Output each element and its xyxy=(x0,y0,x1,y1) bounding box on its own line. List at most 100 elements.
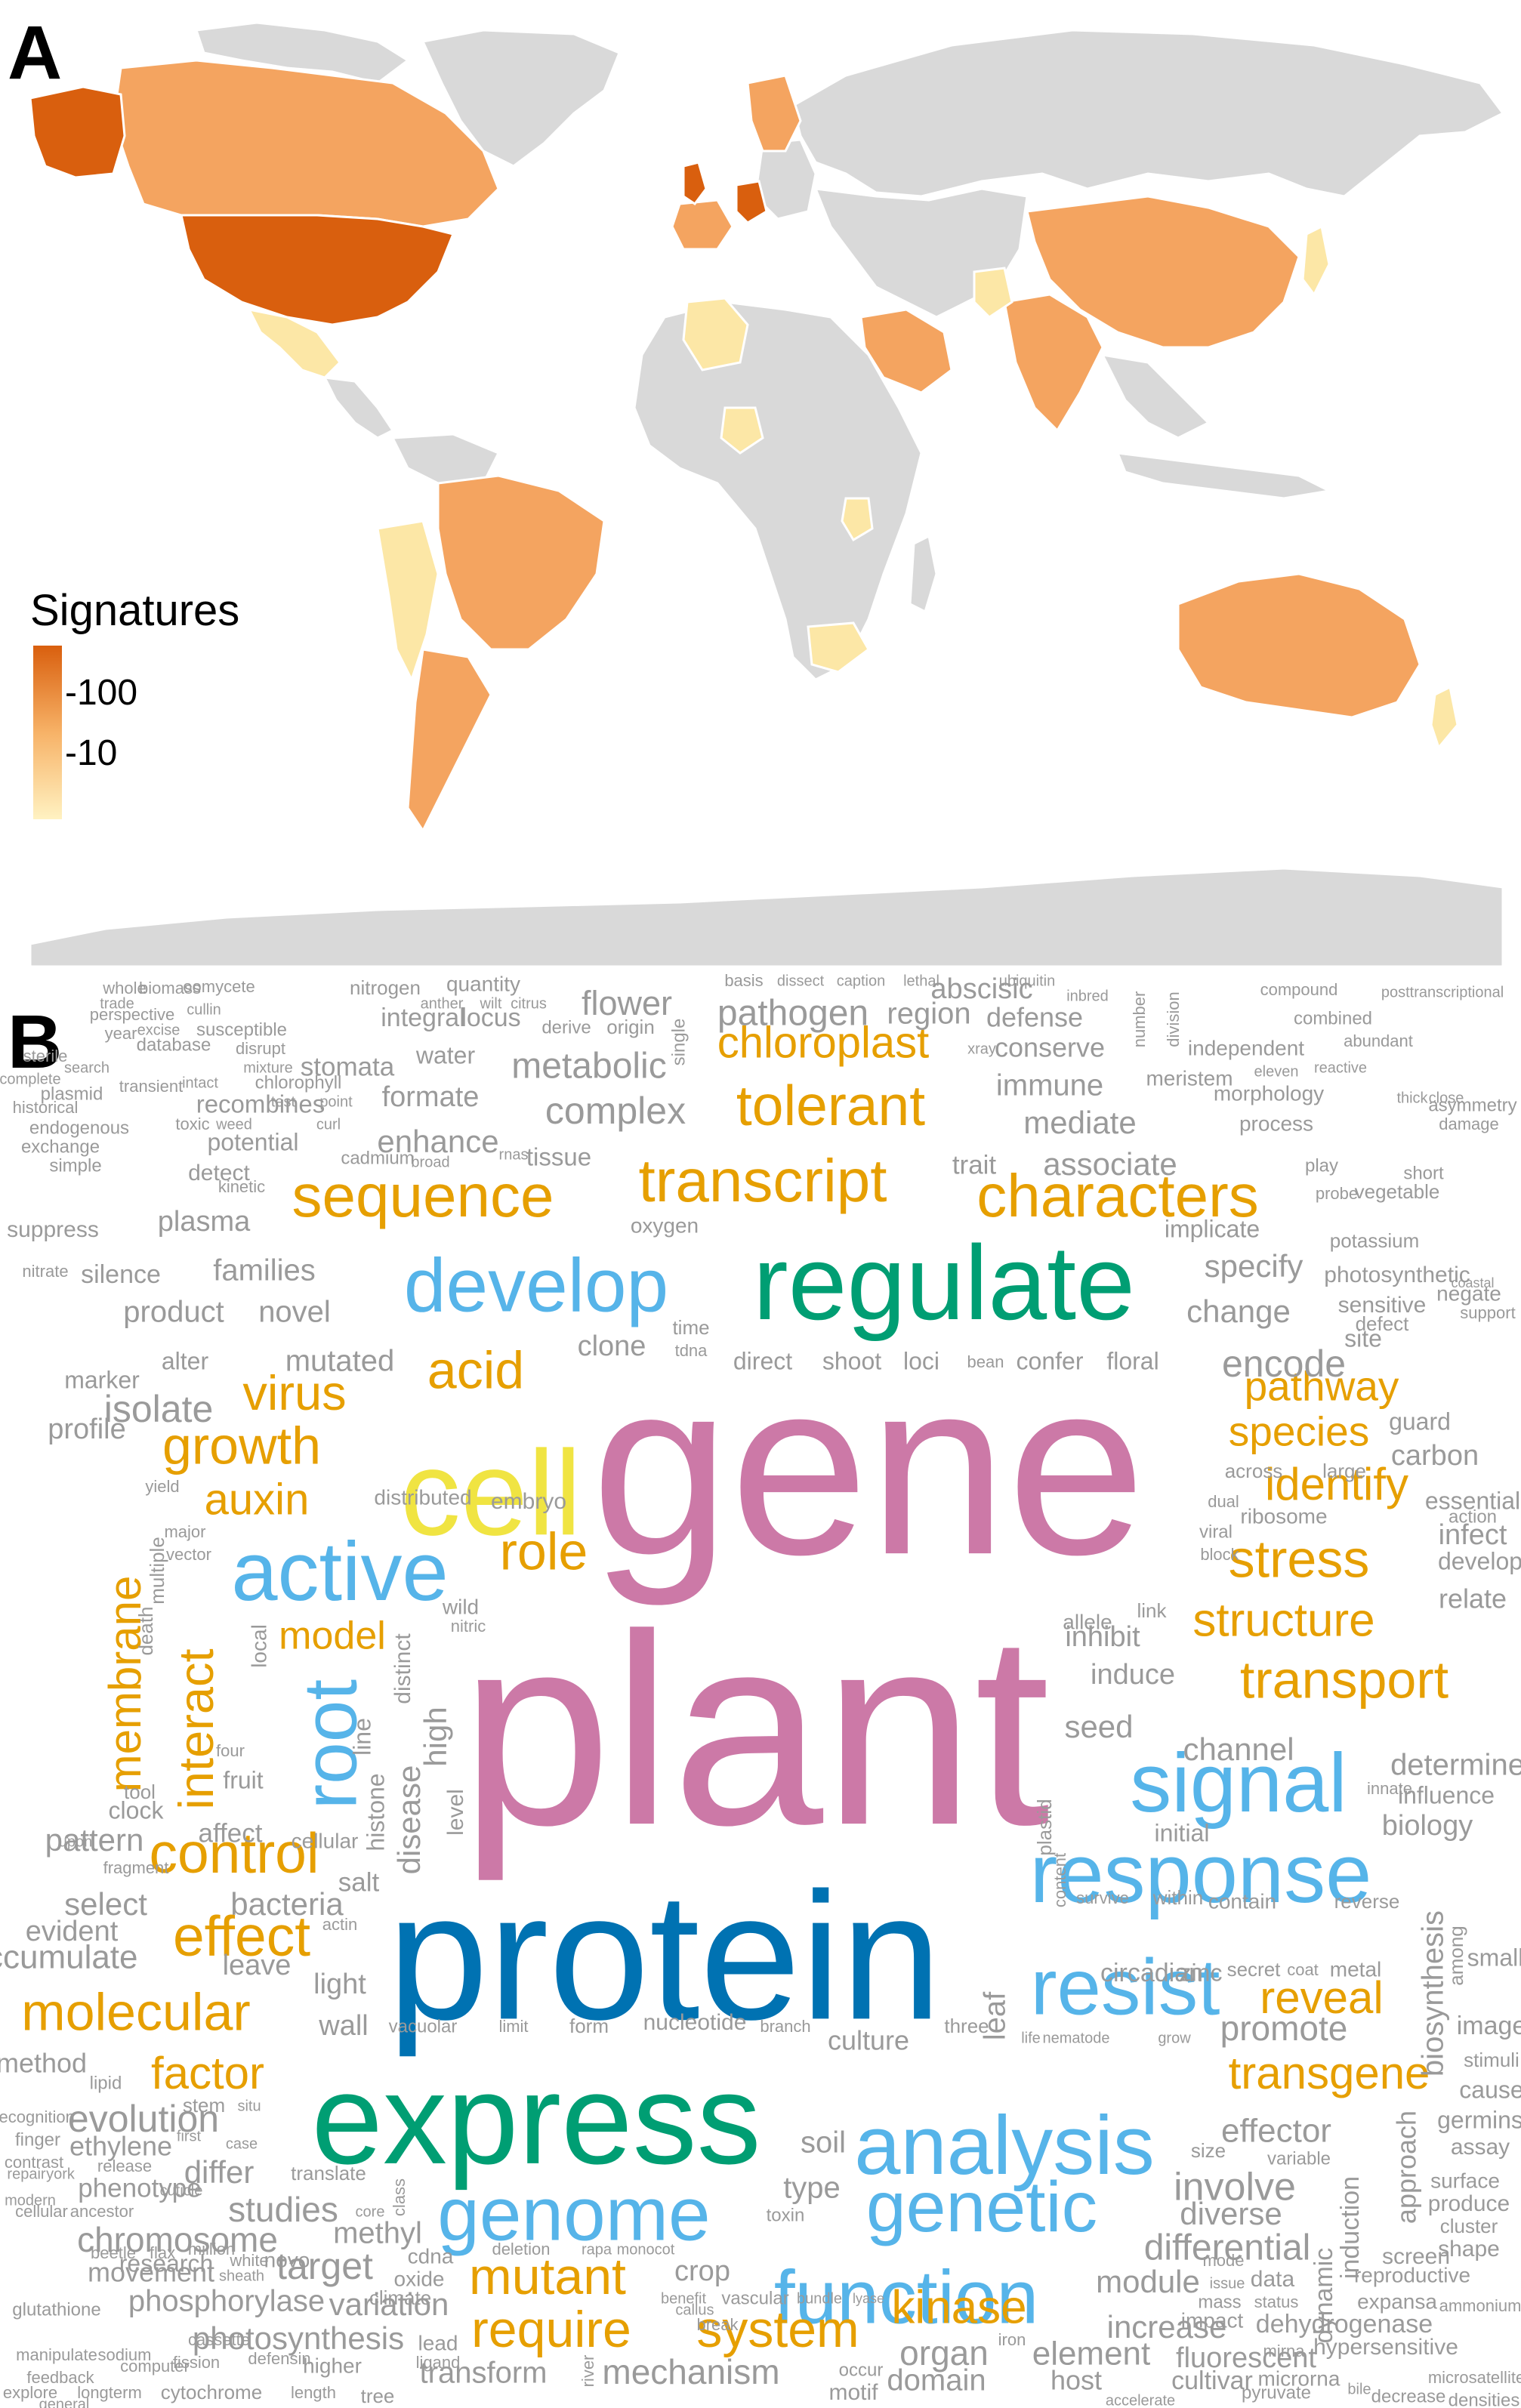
word-transient: transient xyxy=(119,1077,183,1096)
word-lead: lead xyxy=(418,2331,458,2354)
word-action: action xyxy=(1448,1506,1497,1527)
word-contain: contain xyxy=(1208,1889,1276,1913)
word-microsatellite: microsatellite xyxy=(1428,2368,1521,2387)
word-analysis: analysis xyxy=(854,2099,1154,2192)
word-evolution: evolution xyxy=(68,2098,219,2140)
word-cadmium: cadmium xyxy=(341,1148,414,1168)
word-intact: intact xyxy=(182,1075,218,1091)
word-mediate: mediate xyxy=(1023,1105,1136,1140)
word-biology: biology xyxy=(1382,1810,1473,1842)
word-potential: potential xyxy=(208,1128,299,1155)
word-module: module xyxy=(1096,2264,1200,2299)
word-control: control xyxy=(149,1821,319,1885)
word-transcript: transcript xyxy=(639,1147,887,1214)
word-search: search xyxy=(64,1059,110,1076)
word-detect: detect xyxy=(188,1161,250,1186)
word-differential: differential xyxy=(1144,2228,1311,2268)
word-morphology: morphology xyxy=(1214,1081,1324,1105)
word-direct: direct xyxy=(733,1347,792,1374)
word-multiple: multiple xyxy=(146,1537,168,1605)
word-diverse: diverse xyxy=(1180,2196,1282,2231)
word-circadian: circadian xyxy=(1100,1959,1203,1987)
word-confer: confer xyxy=(1017,1347,1084,1374)
word-nucleotide: nucleotide xyxy=(643,2010,747,2035)
country-france xyxy=(671,199,734,251)
word-branch: branch xyxy=(760,2017,810,2036)
word-structure: structure xyxy=(1192,1594,1374,1646)
country-japan xyxy=(1301,224,1331,297)
word-accelerate: accelerate xyxy=(1106,2392,1175,2408)
word-defensin: defensin xyxy=(248,2349,310,2368)
word-kinetic: kinetic xyxy=(218,1177,265,1196)
word-differ: differ xyxy=(184,2154,255,2190)
word-factor: factor xyxy=(151,2048,264,2098)
word-cdna: cdna xyxy=(408,2244,454,2268)
word-bile: bile xyxy=(1347,2381,1371,2397)
word-sequence: sequence xyxy=(292,1162,554,1229)
word-alter: alter xyxy=(162,1347,209,1374)
word-tree: tree xyxy=(361,2385,395,2407)
word-promote: promote xyxy=(1220,2009,1348,2048)
word-tolerant: tolerant xyxy=(736,1074,925,1137)
word-variation: variation xyxy=(329,2286,449,2322)
word-virus: virus xyxy=(242,1365,346,1420)
word-upon: upon xyxy=(59,1833,93,1850)
word-oxide: oxide xyxy=(394,2267,445,2290)
word-flower: flower xyxy=(582,984,672,1022)
word-floral: floral xyxy=(1106,1347,1158,1374)
word-weed: weed xyxy=(215,1116,252,1133)
word-chloroplast: chloroplast xyxy=(717,1018,929,1067)
word-biomass: biomass xyxy=(139,979,201,997)
word-tissue: tissue xyxy=(526,1143,591,1171)
word-plastid: plastid xyxy=(1033,1799,1056,1855)
panel-a-label: A xyxy=(8,11,63,95)
word-carbon: carbon xyxy=(1391,1440,1479,1472)
word-shape: shape xyxy=(1438,2237,1500,2262)
word-transgene: transgene xyxy=(1229,2048,1430,2098)
word-time: time xyxy=(672,1316,709,1339)
word-line: line xyxy=(348,1718,375,1756)
word-glutathione: glutathione xyxy=(12,2299,100,2320)
word-survive: survive xyxy=(1076,1888,1129,1907)
word-transform: transform xyxy=(420,2357,548,2390)
word-lyase: lyase xyxy=(853,2291,884,2306)
word-sterile: sterile xyxy=(23,1047,68,1065)
word-compound: compound xyxy=(1260,980,1338,999)
word-issue: issue xyxy=(1210,2275,1245,2292)
word-immune: immune xyxy=(996,1069,1103,1102)
word-flax: flax xyxy=(150,2243,175,2262)
word-signal: signal xyxy=(1130,1737,1347,1830)
word-potassium: potassium xyxy=(1330,1229,1420,1252)
word-beetle: beetle xyxy=(91,2243,136,2262)
word-select: select xyxy=(64,1886,147,1922)
country-algeria xyxy=(682,297,749,372)
word-large: large xyxy=(1322,1460,1366,1482)
word-require: require xyxy=(471,2301,631,2358)
word-callus: callus xyxy=(675,2302,714,2318)
word-light: light xyxy=(313,1969,366,2000)
word-abscisic: abscisic xyxy=(930,974,1032,1005)
word-accumulate: accumulate xyxy=(0,1939,138,1976)
word-repair: repair xyxy=(7,2166,45,2182)
word-endogenous: endogenous xyxy=(29,1118,129,1138)
word-culture: culture xyxy=(828,2025,909,2056)
region-northern-south-america xyxy=(390,433,501,485)
word-yield: yield xyxy=(145,1477,179,1496)
word-level: level xyxy=(443,1789,468,1836)
country-tanzania xyxy=(841,497,874,542)
word-phosphorylase: phosphorylase xyxy=(128,2285,325,2318)
word-distributed: distributed xyxy=(374,1485,471,1509)
word-densities: densities xyxy=(1448,2390,1520,2408)
word-metal: metal xyxy=(1330,1957,1381,1981)
word-motif: motif xyxy=(828,2380,878,2405)
word-change: change xyxy=(1186,1293,1291,1329)
word-reproductive: reproductive xyxy=(1354,2263,1470,2286)
word-cellular: cellular xyxy=(292,1829,359,1852)
word-chlorophyll: chlorophyll xyxy=(255,1072,342,1093)
word-excise: excise xyxy=(137,1022,180,1038)
word-ammonium: ammonium xyxy=(1439,2296,1521,2315)
word-viral: viral xyxy=(1199,1522,1233,1542)
country-greenland xyxy=(421,29,621,168)
word-characters: characters xyxy=(976,1162,1258,1229)
country-australia xyxy=(1177,572,1421,719)
